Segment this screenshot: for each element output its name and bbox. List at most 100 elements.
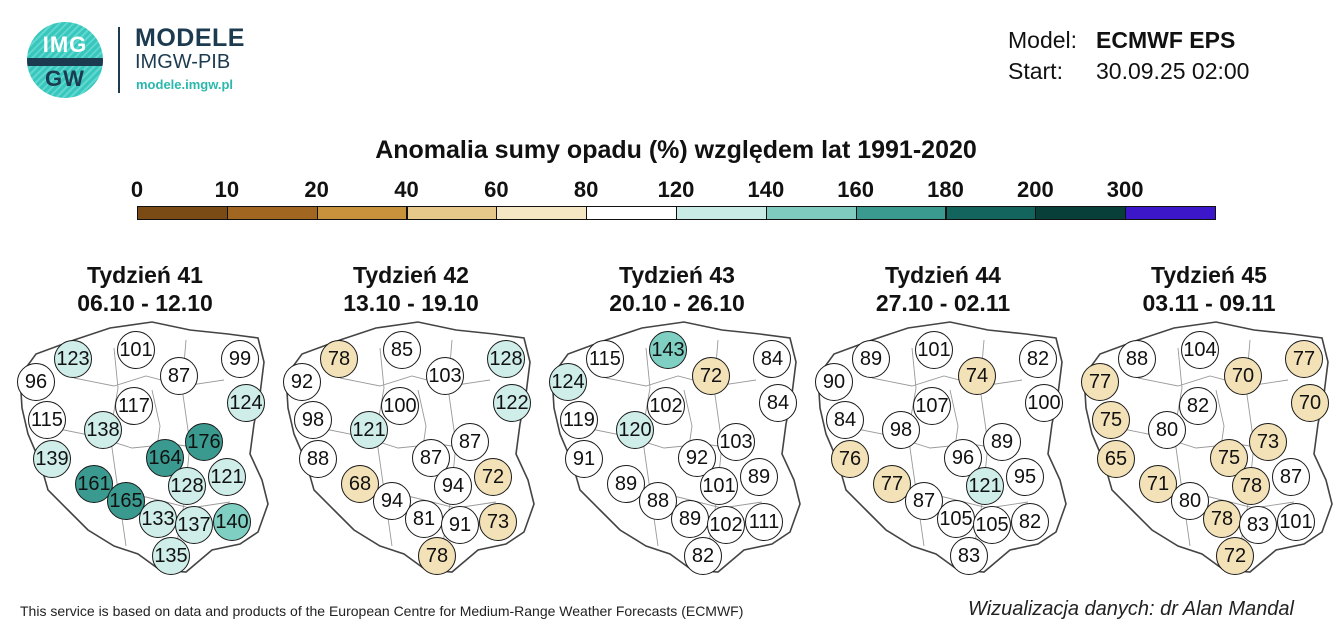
- anomaly-value-bubble: 83: [1239, 506, 1277, 544]
- anomaly-value-bubble: 95: [1006, 458, 1044, 496]
- anomaly-value-bubble: 90: [815, 363, 853, 401]
- anomaly-value-bubble: 135: [152, 537, 190, 575]
- anomaly-value-bubble: 103: [717, 423, 755, 461]
- anomaly-value-bubble: 121: [966, 467, 1004, 505]
- colorbar-tick-label: 0: [130, 177, 144, 202]
- anomaly-value-bubble: 72: [1216, 537, 1254, 575]
- anomaly-value-bubble: 80: [1171, 482, 1209, 520]
- anomaly-value-bubble: 71: [1139, 465, 1177, 503]
- model-label: Model:: [1008, 27, 1078, 53]
- colorbar-tick-label: 300: [1106, 177, 1144, 202]
- anomaly-value-bubble: 99: [221, 340, 259, 378]
- brand-url-link[interactable]: modele.imgw.pl: [136, 77, 234, 92]
- week-panel: Tydzień 41 06.10 - 12.10 96 123 101 87 99 124 11…: [14, 258, 276, 578]
- week-title: Tydzień 45: [1151, 262, 1267, 288]
- anomaly-value-bubble: 72: [474, 458, 512, 496]
- anomaly-value-bubble: 122: [493, 384, 531, 422]
- anomaly-value-bubble: 81: [405, 500, 443, 538]
- colorbar-tick-label: 120: [657, 177, 695, 202]
- anomaly-value-bubble: 87: [160, 357, 198, 395]
- anomaly-value-bubble: 92: [283, 363, 321, 401]
- anomaly-value-bubble: 88: [299, 440, 337, 478]
- colorbar-tick-label: 10: [214, 177, 240, 202]
- anomaly-value-bubble: 117: [115, 387, 153, 425]
- week-panel: Tydzień 42 13.10 - 19.10 92 78 85 103 128 122 98…: [280, 258, 542, 578]
- anomaly-value-bubble: 100: [381, 387, 419, 425]
- anomaly-value-bubble: 82: [684, 537, 722, 575]
- anomaly-value-bubble: 115: [28, 401, 66, 439]
- anomaly-value-bubble: 82: [1011, 503, 1049, 541]
- week-dates: 06.10 - 12.10: [77, 290, 213, 316]
- week-panel: Tydzień 43 20.10 - 26.10 124 115 143 72 84 84 11…: [546, 258, 808, 578]
- map-title: Anomalia sumy opadu (%) względem lat 199…: [375, 136, 977, 164]
- anomaly-value-bubble: 96: [17, 363, 55, 401]
- anomaly-value-bubble: 70: [1224, 357, 1262, 395]
- colorbar-tick-label: 160: [837, 177, 875, 202]
- anomaly-value-bubble: 139: [33, 440, 71, 478]
- colorbar-tick-label: 80: [573, 177, 599, 202]
- anomaly-value-bubble: 121: [350, 411, 388, 449]
- anomaly-value-bubble: 165: [107, 482, 145, 520]
- anomaly-value-bubble: 111: [745, 503, 783, 541]
- anomaly-value-bubble: 176: [185, 423, 223, 461]
- anomaly-value-bubble: 101: [117, 331, 155, 369]
- anomaly-value-bubble: 133: [139, 500, 177, 538]
- anomaly-value-bubble: 102: [647, 387, 685, 425]
- anomaly-value-bubble: 89: [852, 340, 890, 378]
- anomaly-value-bubble: 91: [441, 506, 479, 544]
- ecmwf-attribution: This service is based on data and produc…: [20, 603, 744, 619]
- logo-divider: [118, 27, 120, 93]
- anomaly-value-bubble: 80: [1148, 411, 1186, 449]
- region-border: [605, 375, 757, 387]
- week-panel: Tydzień 44 27.10 - 02.11 90 89 101 74 82 100 84 1…: [812, 258, 1074, 578]
- anomaly-value-bubble: 105: [937, 500, 975, 538]
- start-value: 30.09.25 02:00: [1096, 58, 1250, 84]
- anomaly-value-bubble: 73: [479, 503, 517, 541]
- week-dates: 27.10 - 02.11: [875, 290, 1011, 316]
- week-dates: 03.11 - 09.11: [1142, 290, 1276, 316]
- anomaly-value-bubble: 94: [434, 467, 472, 505]
- colorbar: [137, 206, 1216, 220]
- anomaly-value-bubble: 75: [1092, 401, 1130, 439]
- anomaly-value-bubble: 107: [913, 387, 951, 425]
- colorbar-segment: [496, 206, 588, 220]
- anomaly-value-bubble: 161: [75, 465, 113, 503]
- anomaly-value-bubble: 76: [831, 440, 869, 478]
- anomaly-value-bubble: 104: [1181, 331, 1219, 369]
- brand-title: MODELE: [135, 24, 245, 52]
- anomaly-value-bubble: 84: [759, 384, 797, 422]
- week-dates: 13.10 - 19.10: [343, 290, 479, 316]
- anomaly-value-bubble: 65: [1097, 440, 1135, 478]
- colorbar-segment: [676, 206, 767, 220]
- anomaly-value-bubble: 87: [1272, 458, 1310, 496]
- anomaly-value-bubble: 68: [341, 465, 379, 503]
- anomaly-value-bubble: 121: [208, 458, 246, 496]
- anomaly-value-bubble: 82: [1179, 387, 1217, 425]
- logo-band: [27, 58, 103, 66]
- anomaly-value-bubble: 87: [905, 482, 943, 520]
- anomaly-value-bubble: 77: [1285, 340, 1323, 378]
- anomaly-value-bubble: 78: [320, 340, 358, 378]
- colorbar-tick-label: 180: [927, 177, 964, 202]
- anomaly-value-bubble: 89: [607, 465, 645, 503]
- anomaly-value-bubble: 101: [700, 467, 738, 505]
- anomaly-value-bubble: 124: [227, 384, 265, 422]
- anomaly-value-bubble: 164: [146, 439, 184, 477]
- week-title: Tydzień 41: [87, 262, 203, 288]
- region-border: [871, 375, 1023, 387]
- colorbar-segment: [855, 206, 947, 220]
- colorbar-tick-label: 200: [1016, 177, 1054, 202]
- anomaly-value-bubble: 115: [586, 340, 624, 378]
- anomaly-value-bubble: 102: [707, 506, 745, 544]
- anomaly-value-bubble: 89: [983, 423, 1021, 461]
- model-value: ECMWF EPS: [1096, 27, 1236, 53]
- anomaly-value-bubble: 78: [418, 537, 456, 575]
- anomaly-value-bubble: 140: [213, 503, 251, 541]
- colorbar-segment: [316, 206, 408, 220]
- region-border: [1137, 375, 1289, 387]
- anomaly-value-bubble: 87: [451, 423, 489, 461]
- colorbar-segment: [945, 206, 1037, 220]
- imgw-logo: IMG GW: [27, 22, 103, 98]
- colorbar-tick-label: 140: [747, 177, 785, 202]
- colorbar-segment: [765, 206, 857, 220]
